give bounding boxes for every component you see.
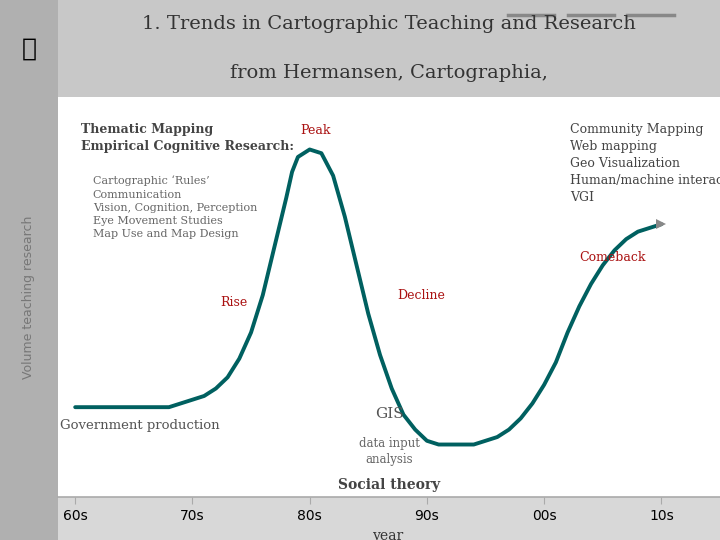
Text: Social theory: Social theory bbox=[338, 478, 441, 492]
X-axis label: year: year bbox=[373, 529, 405, 540]
Text: from Hermansen, Cartographia,: from Hermansen, Cartographia, bbox=[230, 64, 548, 82]
Text: Rise: Rise bbox=[220, 296, 247, 309]
Text: GIS: GIS bbox=[375, 407, 404, 421]
Text: Comeback: Comeback bbox=[579, 251, 645, 264]
Text: Government production: Government production bbox=[60, 420, 220, 433]
Text: Decline: Decline bbox=[397, 289, 445, 302]
Text: data input
analysis: data input analysis bbox=[359, 437, 420, 466]
Text: Cartographic ‘Rules’
Communication
Vision, Cognition, Perception
Eye Movement St: Cartographic ‘Rules’ Communication Visio… bbox=[93, 176, 257, 239]
Text: Community Mapping
Web mapping
Geo Visualization
Human/machine interaction
VGI: Community Mapping Web mapping Geo Visual… bbox=[570, 123, 720, 204]
Text: 🌐: 🌐 bbox=[22, 37, 36, 60]
Text: 1. Trends in Cartographic Teaching and Research: 1. Trends in Cartographic Teaching and R… bbox=[142, 15, 636, 33]
Text: Volume teaching research: Volume teaching research bbox=[22, 215, 35, 379]
Text: Peak: Peak bbox=[300, 124, 330, 137]
Text: Thematic Mapping
Empirical Cognitive Research:: Thematic Mapping Empirical Cognitive Res… bbox=[81, 123, 294, 153]
